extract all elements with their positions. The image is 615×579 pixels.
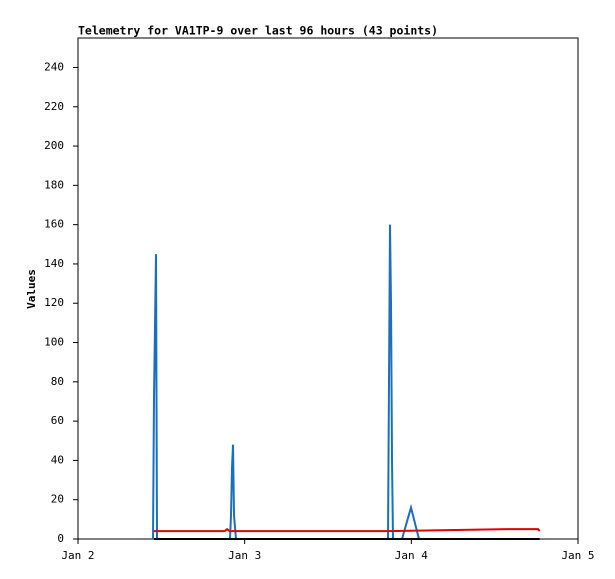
y-axis-label: Values [25,269,38,309]
y-tick-label: 200 [44,139,64,152]
x-tick-label: Jan 5 [561,549,594,562]
y-tick-label: 40 [51,453,64,466]
x-tick-label: Jan 4 [395,549,428,562]
series-line [154,527,541,533]
y-tick-label: 140 [44,257,64,270]
y-tick-label: 240 [44,60,64,73]
y-tick-label: 220 [44,100,64,113]
x-tick-label: Jan 3 [228,549,261,562]
y-tick-label: 80 [51,375,64,388]
y-tick-label: 100 [44,336,64,349]
y-tick-label: 120 [44,296,64,309]
x-tick-label: Jan 2 [61,549,94,562]
y-tick-label: 0 [57,532,64,545]
chart-title: Telemetry for VA1TP-9 over last 96 hours… [78,24,438,38]
series-line [152,224,420,540]
y-tick-label: 160 [44,218,64,231]
y-tick-label: 20 [51,493,64,506]
y-tick-label: 180 [44,178,64,191]
y-tick-label: 60 [51,414,64,427]
